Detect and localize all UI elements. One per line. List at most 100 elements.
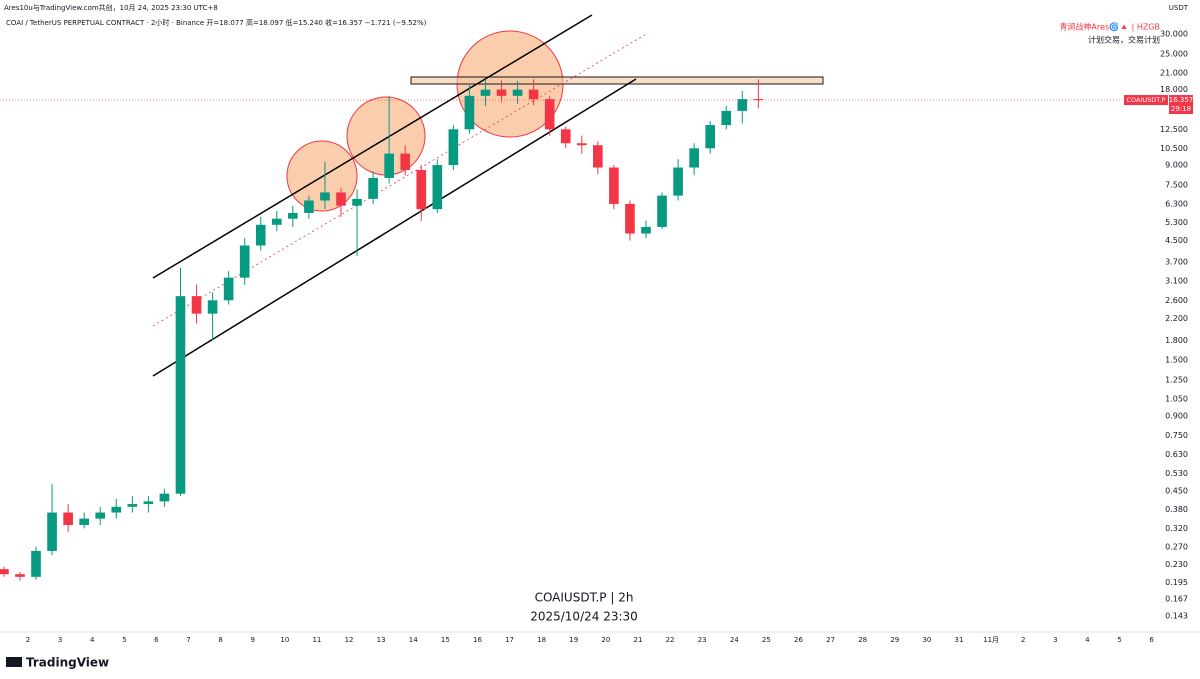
x-tick-label: 3 [1053, 636, 1057, 644]
x-tick-label: 7 [186, 636, 190, 644]
x-tick-label: 21 [634, 636, 643, 644]
candle-body [512, 89, 523, 96]
candle-body [95, 512, 106, 519]
candle-body [15, 574, 25, 577]
credit: Ares10u与TradingView.com共创，10月 24, 2025 2… [4, 3, 218, 12]
price-tag-countdown: 29:18 [1171, 105, 1191, 113]
candle-body [320, 192, 330, 201]
y-tick-label: 0.195 [1165, 578, 1188, 587]
x-tick-label: 11 [312, 636, 321, 644]
candle-body [641, 226, 651, 234]
candle-body [191, 296, 202, 314]
symbol-legend: COAI / TetherUS PERPETUAL CONTRACT · 2小时… [6, 18, 427, 27]
price-tag-symbol-bg [1124, 95, 1168, 106]
y-tick-label: 1.250 [1165, 376, 1188, 385]
channel-lower [152, 78, 637, 377]
candle-body [223, 277, 234, 301]
y-tick-label: 0.270 [1165, 542, 1188, 551]
candle-body [143, 501, 154, 505]
price-tag-symbol: COAIUSDT.P [1127, 96, 1166, 104]
y-tick-label: 3.700 [1165, 257, 1188, 266]
candle-body [544, 99, 555, 130]
candle-body [593, 145, 603, 168]
y-tick-label: 3.100 [1165, 277, 1188, 286]
x-tick-label: 6 [154, 636, 159, 644]
x-tick-label: 24 [730, 636, 739, 644]
x-tick-label: 6 [1149, 636, 1154, 644]
candle-body [657, 195, 667, 227]
x-tick-label: 11月 [983, 636, 999, 644]
x-tick-label: 31 [955, 636, 964, 644]
x-tick-label: 30 [922, 636, 931, 644]
x-tick-label: 5 [1117, 636, 1121, 644]
y-tick-label: 10.500 [1160, 144, 1188, 153]
y-tick-label: 18.000 [1160, 85, 1188, 94]
candle-body [304, 200, 314, 213]
candle-body [255, 224, 266, 246]
x-tick-label: 29 [890, 636, 899, 644]
y-tick-label: 30.000 [1160, 30, 1188, 39]
candle-body [288, 212, 298, 219]
x-tick-label: 13 [377, 636, 386, 644]
candle-body [79, 518, 89, 525]
y-tick-label: 5.300 [1165, 218, 1188, 227]
candle-body [721, 110, 732, 126]
resistance-box [410, 76, 824, 85]
candle-body [271, 218, 282, 225]
x-tick-label: 12 [345, 636, 354, 644]
x-tick-label: 14 [409, 636, 418, 644]
x-tick-label: 22 [666, 636, 675, 644]
x-tick-label: 27 [826, 636, 835, 644]
x-tick-label: 16 [473, 636, 482, 644]
candle-body [737, 99, 748, 111]
candle-body [753, 99, 764, 101]
candle-body [625, 203, 635, 234]
y-tick-label: 0.230 [1165, 560, 1188, 569]
candle-body [416, 170, 427, 210]
price-tag-bg [1169, 95, 1193, 115]
y-tick-label: 2.200 [1165, 314, 1188, 323]
candle-body [673, 167, 683, 196]
x-tick-label: 8 [218, 636, 222, 644]
y-tick-label: 0.900 [1165, 411, 1188, 420]
motto: 计划交易，交易计划 [1088, 35, 1160, 45]
y-tick-label: 0.530 [1165, 469, 1188, 478]
x-tick-label: 2 [26, 636, 30, 644]
candle-body [609, 167, 619, 204]
candle-body [159, 493, 170, 502]
candle-body [705, 125, 716, 149]
logo: TradingView [26, 656, 109, 670]
x-tick-label: 4 [1085, 636, 1090, 644]
channel-mid [152, 32, 649, 327]
x-tick-label: 15 [441, 636, 450, 644]
y-tick-label: 0.750 [1165, 431, 1188, 440]
candle-body [528, 89, 539, 100]
candle-body [63, 512, 73, 525]
y-tick-label: 0.143 [1165, 612, 1188, 621]
candle-body [336, 192, 346, 206]
y-tick-label: 1.050 [1165, 394, 1188, 403]
candle-body [207, 300, 218, 314]
candle-body [368, 177, 378, 199]
candle-body [496, 89, 507, 96]
watermark-time: 2025/10/24 23:30 [530, 610, 638, 624]
x-tick-label: 17 [505, 636, 514, 644]
x-tick-label: 5 [122, 636, 126, 644]
y-tick-label: 9.000 [1165, 161, 1188, 170]
axis-unit: USDT [1169, 4, 1189, 12]
y-tick-label: 1.800 [1165, 336, 1188, 345]
candle-body [480, 89, 491, 96]
candle-body [432, 165, 443, 210]
y-tick-label: 0.167 [1165, 595, 1188, 604]
candle-body [127, 504, 138, 507]
x-tick-label: 19 [569, 636, 578, 644]
candle-body [0, 569, 9, 575]
logo-icon [6, 657, 22, 667]
candles [0, 79, 764, 581]
candle-body [689, 148, 699, 168]
candle-body [111, 506, 122, 513]
y-tick-label: 21.000 [1160, 68, 1188, 77]
y-tick-label: 0.320 [1165, 524, 1188, 533]
